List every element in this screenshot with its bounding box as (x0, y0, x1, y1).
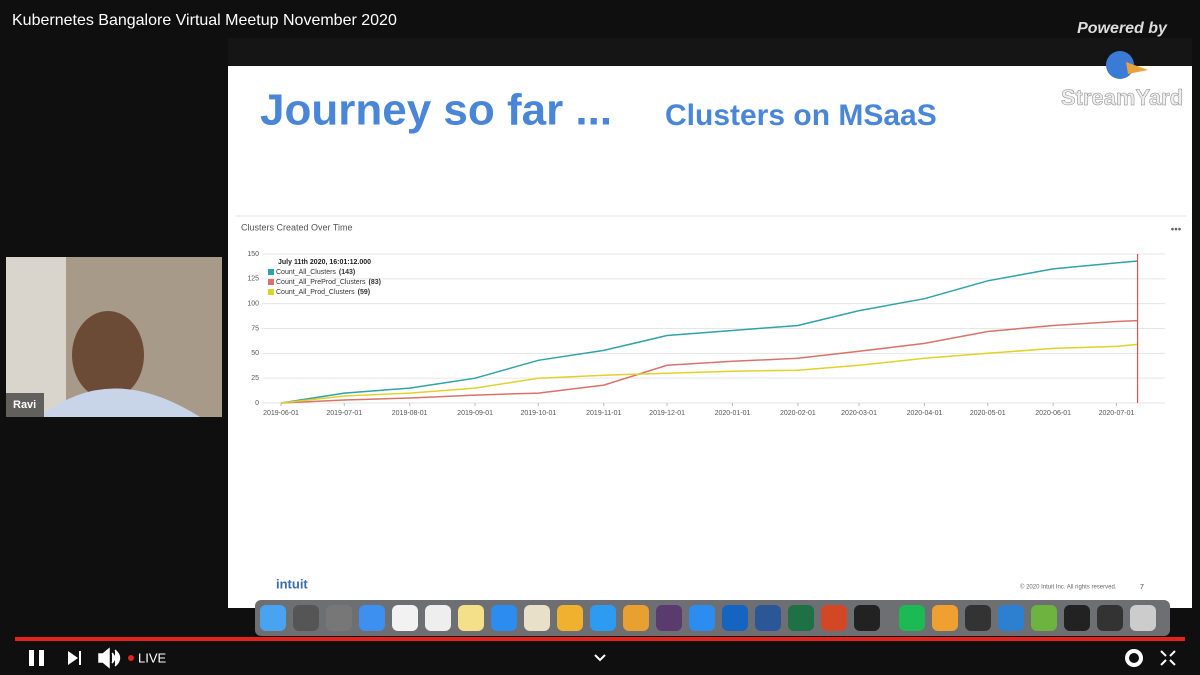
line-series (280, 343, 1138, 404)
live-label[interactable]: LIVE (138, 650, 167, 665)
dock-icon[interactable] (392, 605, 418, 631)
brand-icon-beak (1126, 62, 1148, 74)
x-tick-label: 2020-04-01 (907, 410, 943, 417)
dock-icon[interactable] (932, 605, 958, 631)
webcam-curtain (6, 257, 66, 417)
slide-subheading: Clusters on MSaaS (665, 99, 937, 132)
name-tag (6, 393, 44, 417)
legend-entry: Count_All_Prod_Clusters (59) (276, 289, 370, 296)
dock-icon[interactable] (557, 605, 583, 631)
dock-icon[interactable] (524, 605, 550, 631)
dock-icons (260, 605, 1156, 631)
y-tick-label: 0 (255, 400, 259, 407)
dock-icon[interactable] (722, 605, 748, 631)
legend-swatch (268, 289, 274, 295)
slide-top (228, 38, 1192, 66)
dock-icon[interactable] (260, 605, 286, 631)
x-tick-label: 2019-07-01 (326, 410, 362, 417)
chart-menu[interactable]: ••• (1171, 225, 1182, 236)
legend-value: (143) (339, 269, 355, 276)
slide-page: 7 (1140, 584, 1144, 591)
chart-title: Clusters Created Over Time (241, 222, 353, 232)
legend-entry: Count_All_PreProd_Clusters (83) (276, 279, 381, 286)
live-dot (128, 655, 134, 661)
volume-button[interactable] (98, 647, 121, 669)
slide-logo: intuit (276, 576, 308, 591)
x-tick-label: 2019-10-01 (520, 410, 556, 417)
legend-swatch (268, 279, 274, 285)
progress-bar[interactable] (15, 637, 1185, 641)
dock-icon[interactable] (359, 605, 385, 631)
tooltip-title: July 11th 2020, 16:01:12.000 (278, 259, 371, 266)
y-tick-label: 25 (251, 375, 259, 382)
webcam-face (72, 311, 144, 399)
dock-icon[interactable] (326, 605, 352, 631)
pause-button-bar (39, 650, 44, 666)
dock-icon[interactable] (1130, 605, 1156, 631)
legend-value: (59) (358, 289, 370, 296)
x-tick-label: 2020-03-01 (841, 410, 877, 417)
chevron[interactable] (594, 654, 606, 662)
legend-name: Count_All_Clusters (276, 269, 336, 276)
dock-icon[interactable] (899, 605, 925, 631)
y-tick-label: 50 (251, 350, 259, 357)
dock-icon[interactable] (755, 605, 781, 631)
dock-icon[interactable] (293, 605, 319, 631)
y-tick-label: 75 (251, 325, 259, 332)
x-tick-label: 2019-12-01 (649, 410, 685, 417)
x-tick-label: 2020-06-01 (1035, 410, 1071, 417)
x-tick-label: 2020-05-01 (970, 410, 1006, 417)
dock-icon[interactable] (1064, 605, 1090, 631)
dock-icon[interactable] (656, 605, 682, 631)
y-tick-label: 150 (247, 251, 259, 258)
line-series (280, 319, 1138, 404)
line-series (280, 260, 1138, 404)
dock-icon[interactable] (854, 605, 880, 631)
x-tick-label: 2020-07-01 (1099, 410, 1135, 417)
video-title: Kubernetes Bangalore Virtual Meetup Nove… (12, 12, 397, 29)
fullscreen-button[interactable] (1160, 650, 1176, 666)
dock-icon[interactable] (491, 605, 517, 631)
dock-icon[interactable] (1097, 605, 1123, 631)
dock-icon[interactable] (623, 605, 649, 631)
dock-icon[interactable] (425, 605, 451, 631)
chart: 0 25 50 75 100 125 150 2019-06-01 2019-07-01 2019… (247, 251, 1165, 417)
slide-heading: Journey so far ... (260, 86, 612, 135)
x-tick-label: 2019-11-01 (586, 410, 621, 417)
dock-icon[interactable] (590, 605, 616, 631)
dock-icon[interactable] (788, 605, 814, 631)
legend-swatch (268, 269, 274, 275)
x-tick-label: 2019-06-01 (263, 410, 299, 417)
dock-icon[interactable] (1031, 605, 1057, 631)
next-button[interactable] (68, 651, 81, 665)
y-tick-label: 100 (247, 301, 259, 308)
legend-entry: Count_All_Clusters (143) (276, 269, 355, 276)
settings-button[interactable] (1125, 649, 1143, 667)
legend-name: Count_All_PreProd_Clusters (276, 279, 366, 286)
slide-footer: © 2020 Intuit Inc. All rights reserved. (1020, 584, 1117, 591)
webcam-shirt (40, 388, 200, 417)
pause-button[interactable] (29, 650, 34, 666)
legend-value: (83) (369, 279, 381, 286)
brand-icon (1106, 51, 1134, 79)
legend-name: Count_All_Prod_Clusters (276, 289, 355, 296)
x-tick-label: 2020-01-01 (715, 410, 751, 417)
speaker-name: Ravi (13, 399, 36, 411)
slide (228, 66, 1192, 608)
x-tick-label: 2019-08-01 (392, 410, 428, 417)
powered-by: Powered by (1077, 20, 1168, 37)
dock-icon[interactable] (821, 605, 847, 631)
x-tick-label: 2020-02-01 (780, 410, 816, 417)
dock-icon[interactable] (458, 605, 484, 631)
x-tick-label: 2019-09-01 (457, 410, 493, 417)
dock-icon[interactable] (689, 605, 715, 631)
brand: StreamYard (1061, 85, 1183, 110)
dock-icon[interactable] (965, 605, 991, 631)
y-tick-label: 125 (247, 276, 259, 283)
dock-icon[interactable] (998, 605, 1024, 631)
